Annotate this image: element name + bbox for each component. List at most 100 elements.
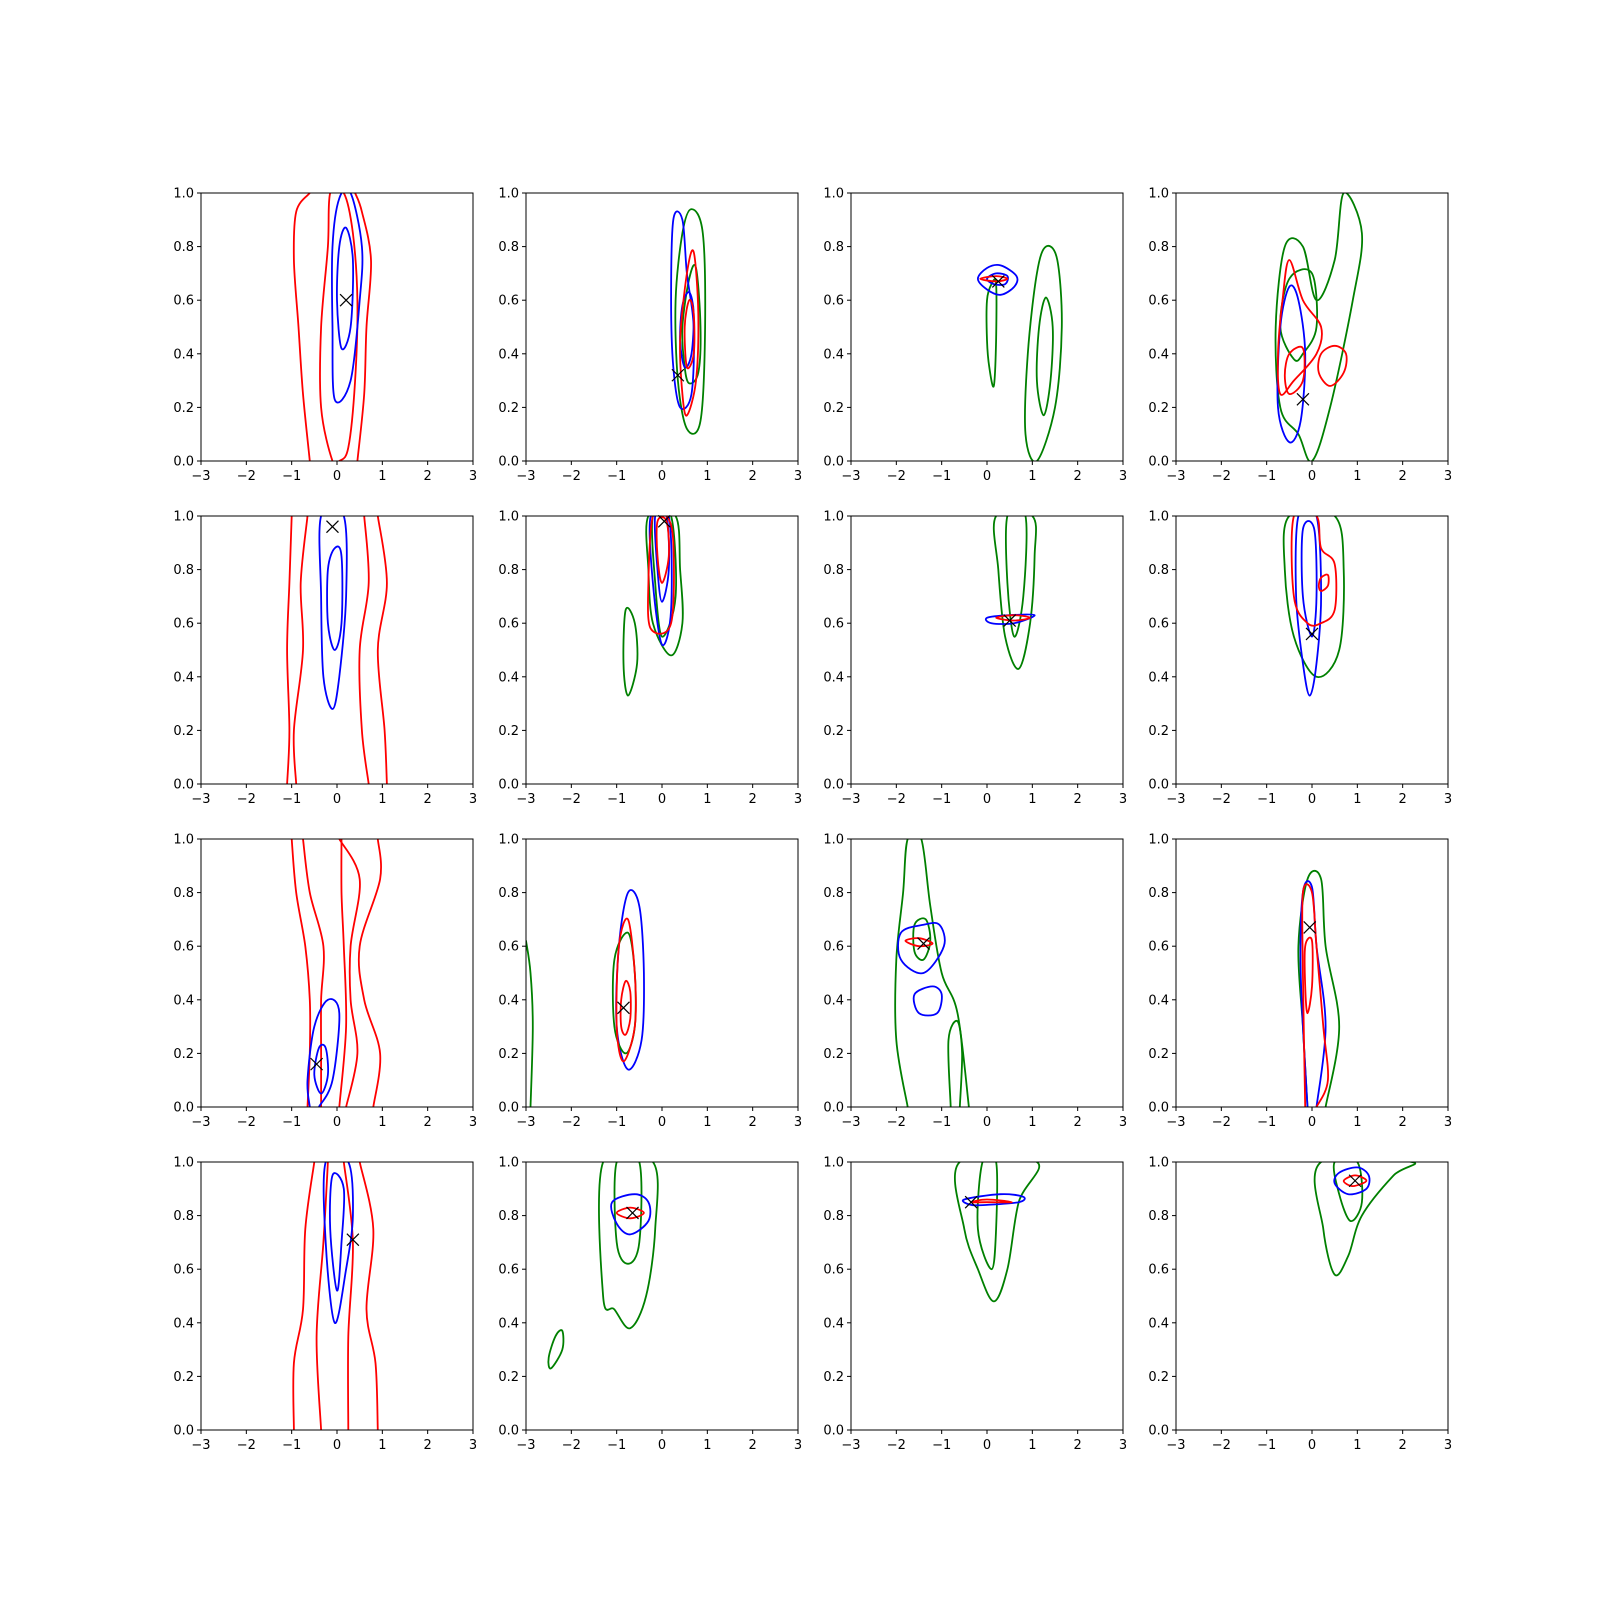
contour-group	[1313, 1162, 1417, 1277]
y-tick-label: 0.2	[498, 724, 519, 739]
x-tick-label: 1	[1028, 469, 1036, 484]
x-marker	[657, 514, 671, 528]
x-tick-label: 0	[658, 469, 666, 484]
blue-contour-line	[306, 998, 341, 1107]
blue-contour-line	[648, 516, 673, 647]
y-tick-label: 0.6	[173, 940, 194, 955]
contour-group	[984, 516, 1037, 670]
x-tick-label: 3	[794, 792, 802, 807]
y-tick-label: 0.8	[498, 886, 519, 901]
x-tick-label: −2	[887, 1115, 906, 1130]
y-tick-label: 0.0	[498, 778, 519, 793]
x-tick-label: −3	[191, 469, 210, 484]
x-tick-label: −1	[932, 469, 951, 484]
contour-group	[292, 1162, 379, 1430]
x-marker	[1348, 1174, 1362, 1188]
subplot-4-2: −3 −2 −1 0 1 2 3 0.0 0.2 0.4 0.6 0.8 1.0	[498, 1156, 802, 1454]
contour-group	[977, 244, 1063, 461]
blue-contour-line	[912, 985, 943, 1017]
green-contour-line	[1004, 516, 1028, 638]
x-tick-label: 1	[378, 1438, 386, 1453]
y-tick-label: 0.8	[173, 1209, 194, 1224]
y-tick-label: 0.4	[823, 1316, 844, 1331]
y-tick-label: 1.0	[173, 510, 194, 525]
y-tick-label: 0.0	[823, 1424, 844, 1439]
y-tick-label: 0.0	[173, 778, 194, 793]
red-contour-line	[338, 839, 361, 1107]
red-contour-line	[679, 249, 700, 417]
x-tick-label: 3	[469, 469, 477, 484]
x-tick-label: −3	[191, 1438, 210, 1453]
blue-contour-line	[330, 193, 364, 404]
x-tick-label: 3	[1119, 1438, 1127, 1453]
blue-contour-line	[328, 1172, 346, 1292]
x-tick-label: 3	[794, 469, 802, 484]
x-tick-label: 0	[333, 469, 341, 484]
y-tick-label: 0.2	[173, 1370, 194, 1385]
axes-frame	[1175, 192, 1449, 462]
y-tick-label: 0.4	[1148, 670, 1169, 685]
x-tick-label: −3	[516, 469, 535, 484]
subplot-3-1: −3 −2 −1 0 1 2 3 0.0 0.2 0.4 0.6 0.8 1.0	[173, 833, 477, 1131]
green-contour-line	[985, 278, 998, 388]
contour-group	[290, 839, 382, 1107]
y-tick-label: 0.8	[823, 1209, 844, 1224]
x-tick-label: −1	[932, 1115, 951, 1130]
x-tick-label: −3	[841, 792, 860, 807]
x-marker	[1003, 614, 1017, 627]
x-tick-label: −1	[932, 792, 951, 807]
y-tick-label: 0.2	[823, 401, 844, 416]
y-tick-label: 0.6	[498, 940, 519, 955]
contour-group	[547, 1162, 659, 1370]
y-tick-label: 0.6	[823, 940, 844, 955]
axes-frame	[525, 1161, 799, 1431]
red-contour-line	[683, 298, 696, 370]
x-tick-label: 1	[703, 1438, 711, 1453]
y-tick-label: 0.2	[173, 724, 194, 739]
blue-contour-line	[1300, 520, 1318, 638]
green-contour-line	[912, 917, 932, 961]
x-tick-label: −2	[562, 469, 581, 484]
x-marker	[346, 1233, 360, 1247]
subplot-2-3: −3 −2 −1 0 1 2 3 0.0 0.2 0.4 0.6 0.8 1.0	[823, 510, 1127, 808]
x-tick-label: 2	[1399, 792, 1407, 807]
x-tick-label: −3	[191, 1115, 210, 1130]
x-tick-label: 2	[1399, 469, 1407, 484]
y-tick-label: 0.4	[1148, 993, 1169, 1008]
x-tick-label: 2	[424, 1438, 432, 1453]
y-tick-label: 0.4	[498, 347, 519, 362]
contour-group	[1274, 193, 1364, 461]
y-tick-label: 0.2	[823, 724, 844, 739]
green-contour-line	[1279, 268, 1318, 362]
x-tick-label: −1	[1257, 469, 1276, 484]
green-contour-line	[547, 1329, 565, 1370]
y-tick-label: 0.2	[498, 1370, 519, 1385]
y-tick-label: 0.0	[173, 1101, 194, 1116]
x-tick-label: −3	[841, 469, 860, 484]
axes-frame	[525, 515, 799, 785]
green-contour-line	[651, 516, 677, 638]
x-tick-label: 3	[469, 1115, 477, 1130]
x-tick-label: 2	[1074, 1438, 1082, 1453]
axes-frame	[525, 838, 799, 1108]
x-tick-label: −3	[841, 1115, 860, 1130]
x-tick-label: 2	[749, 469, 757, 484]
red-contour-line	[1303, 936, 1314, 1015]
y-tick-label: 0.8	[1148, 240, 1169, 255]
x-tick-label: 1	[1353, 1438, 1361, 1453]
y-tick-label: 0.4	[498, 670, 519, 685]
y-tick-label: 0.8	[173, 240, 194, 255]
red-contour-line	[647, 516, 675, 635]
red-contour-line	[615, 917, 637, 1063]
x-tick-label: −3	[1166, 1115, 1185, 1130]
red-contour-line	[302, 839, 325, 1107]
x-tick-label: −1	[607, 1115, 626, 1130]
x-tick-label: 2	[749, 1438, 757, 1453]
x-tick-label: 1	[378, 792, 386, 807]
y-tick-label: 0.4	[498, 993, 519, 1008]
subplot-3-2: −3 −2 −1 0 1 2 3 0.0 0.2 0.4 0.6 0.8 1.0	[498, 833, 802, 1131]
contour-group	[894, 839, 970, 1107]
red-contour-line	[1317, 573, 1330, 592]
blue-contour-line	[318, 516, 348, 710]
x-tick-label: 0	[333, 1115, 341, 1130]
